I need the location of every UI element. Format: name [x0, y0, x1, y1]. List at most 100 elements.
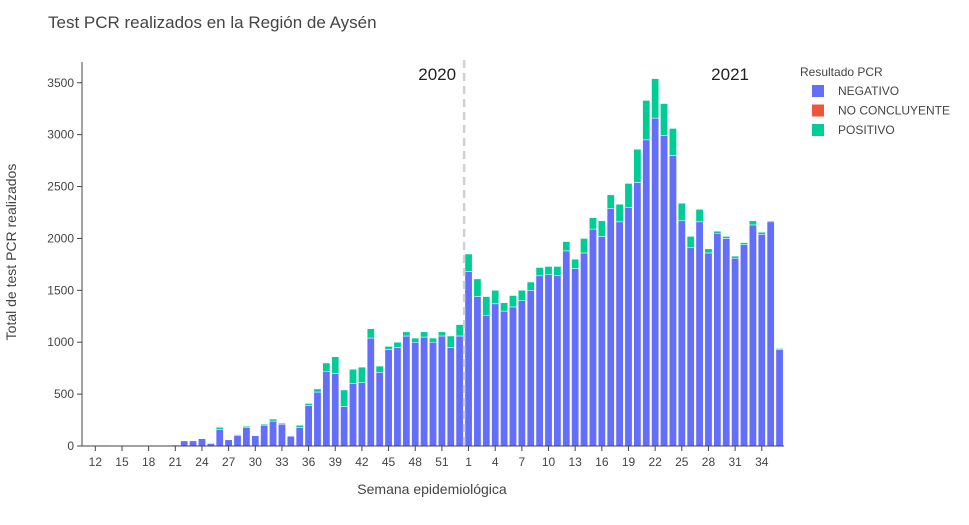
x-tick-label: 13 [568, 455, 582, 469]
bar-positivo [589, 217, 597, 230]
bar-negativo [642, 139, 651, 447]
y-tick-label: 0 [67, 439, 74, 453]
bar-negativo [713, 232, 722, 447]
bar-positivo [544, 266, 553, 276]
bar-positivo [260, 423, 269, 426]
legend-swatch [812, 124, 824, 136]
bar-positivo [233, 434, 242, 436]
y-tick-label: 1500 [47, 283, 74, 297]
bar-positivo [411, 337, 420, 343]
bar-negativo [704, 252, 713, 447]
bar-positivo [677, 202, 686, 222]
bar-positivo [242, 426, 251, 428]
bar-positivo [722, 236, 731, 239]
year-label-2021: 2021 [711, 65, 749, 84]
bar-positivo [491, 290, 500, 305]
legend-swatch [812, 104, 824, 117]
bar-positivo [206, 442, 215, 444]
x-tick-label: 28 [702, 455, 716, 469]
bar-positivo [375, 365, 384, 373]
bar-positivo [660, 103, 668, 136]
bar-negativo [580, 252, 588, 447]
bar-negativo [509, 306, 517, 447]
bar-negativo [251, 435, 260, 447]
bar-negativo [411, 341, 420, 447]
bar-positivo [286, 435, 295, 437]
bar-negativo [331, 373, 340, 447]
x-tick-label: 24 [195, 455, 209, 469]
bar-positivo [393, 341, 402, 348]
bar-positivo [180, 440, 189, 442]
bar-negativo [722, 238, 731, 447]
bar-positivo [695, 209, 704, 223]
bar-positivo [269, 418, 277, 422]
bar-positivo [766, 220, 775, 223]
bar-positivo [171, 444, 180, 446]
bar-positivo [509, 295, 517, 308]
bar-positivo [313, 388, 322, 393]
y-tick-label: 1000 [47, 335, 74, 349]
x-tick-label: 51 [435, 455, 449, 469]
bar-negativo [544, 274, 553, 447]
x-tick-label: 30 [249, 455, 263, 469]
bar-positivo [651, 78, 660, 119]
bar-negativo [455, 335, 464, 447]
bar-negativo [624, 207, 633, 447]
bar-positivo [686, 236, 695, 249]
legend-title: Resultado PCR [800, 65, 883, 79]
chart-title: Test PCR realizados en la Región de Aysé… [48, 13, 377, 32]
bar-positivo [615, 203, 624, 223]
bar-positivo [384, 346, 393, 350]
bar-positivo [553, 266, 562, 277]
bar-negativo [180, 440, 189, 447]
bar-negativo [482, 314, 491, 447]
bar-negativo [224, 439, 233, 447]
bar-negativo [215, 429, 224, 447]
bar-negativo [757, 234, 766, 447]
bar-negativo [189, 440, 197, 447]
bar-negativo [660, 135, 668, 447]
bar-positivo [482, 296, 491, 316]
bar-positivo [731, 255, 740, 259]
bar-negativo [775, 349, 784, 447]
bar-negativo [606, 208, 615, 447]
bar-negativo [446, 347, 455, 447]
bar-positivo [358, 366, 366, 383]
x-tick-label: 4 [492, 455, 499, 469]
bar-positivo [455, 324, 464, 337]
x-tick-label: 7 [519, 455, 526, 469]
bar-positivo [304, 403, 313, 406]
x-tick-label: 34 [755, 455, 769, 469]
x-tick-label: 1 [465, 455, 472, 469]
bar-negativo [615, 221, 624, 447]
bar-negativo [429, 341, 437, 447]
bar-negativo [633, 182, 642, 447]
bar-negativo [766, 221, 775, 447]
bar-negativo [198, 438, 206, 447]
bar-positivo [757, 231, 766, 235]
bar-negativo [651, 117, 660, 447]
bar-positivo [749, 220, 757, 226]
bar-negativo [740, 244, 748, 447]
bar-positivo [429, 337, 437, 343]
x-tick-label: 18 [142, 455, 156, 469]
legend-entry: POSITIVO [838, 123, 895, 137]
bar-negativo [589, 228, 597, 447]
bar-positivo [473, 278, 482, 297]
year-annotations: 2020 2021 [418, 60, 749, 446]
bar-negativo [286, 435, 295, 447]
y-tick-label: 2000 [47, 231, 74, 245]
bar-negativo [269, 420, 277, 447]
bar-positivo [535, 267, 544, 277]
y-axis-title: Total de test PCR realizados [3, 164, 19, 341]
y-tick-label: 3000 [47, 128, 74, 142]
bar-positivo [500, 302, 508, 312]
x-tick-label: 33 [275, 455, 289, 469]
bar-negativo [313, 391, 322, 447]
bar-negativo [420, 336, 429, 447]
bar-negativo [260, 424, 269, 447]
bar-positivo [624, 183, 633, 208]
bar-negativo [322, 371, 331, 447]
bar-negativo [473, 296, 482, 447]
